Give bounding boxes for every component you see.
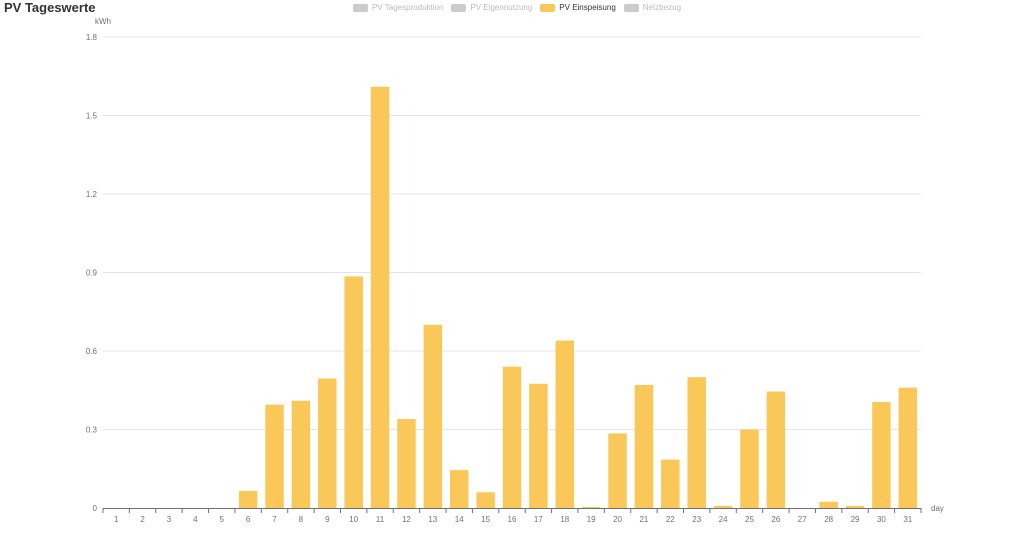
bar-day-6 bbox=[238, 490, 258, 508]
bar-day-11 bbox=[370, 86, 390, 508]
bar-day-9 bbox=[318, 378, 337, 508]
bar-day-28 bbox=[819, 501, 838, 508]
y-tick-label: 1.2 bbox=[86, 190, 98, 199]
x-axis-label: day bbox=[931, 504, 944, 513]
chart-title: PV Tageswerte bbox=[4, 0, 96, 15]
x-tick-label: 30 bbox=[877, 515, 886, 524]
x-tick-label: 5 bbox=[220, 515, 225, 524]
x-tick-label: 19 bbox=[587, 515, 596, 524]
bar-day-24 bbox=[713, 505, 733, 508]
x-tick-label: 27 bbox=[798, 515, 807, 524]
bar-day-7 bbox=[265, 404, 284, 508]
bar-day-13 bbox=[423, 324, 443, 508]
x-tick-label: 17 bbox=[534, 515, 543, 524]
x-tick-label: 23 bbox=[692, 515, 701, 524]
x-tick-label: 9 bbox=[325, 515, 330, 524]
x-tick-label: 20 bbox=[613, 515, 622, 524]
bar-day-12 bbox=[397, 419, 416, 508]
legend-swatch bbox=[353, 3, 368, 12]
x-tick-label: 14 bbox=[455, 515, 464, 524]
y-tick-label: 0.6 bbox=[86, 347, 98, 356]
legend-label: Netzbezug bbox=[642, 3, 682, 12]
x-tick-label: 18 bbox=[560, 515, 569, 524]
x-tick-label: 28 bbox=[824, 515, 833, 524]
y-tick-label: 0 bbox=[93, 504, 98, 513]
x-tick-label: 29 bbox=[851, 515, 860, 524]
y-tick-label: 0.3 bbox=[86, 426, 98, 435]
bar-day-31 bbox=[898, 387, 918, 508]
x-tick-label: 16 bbox=[508, 515, 517, 524]
x-tick-label: 6 bbox=[246, 515, 251, 524]
bar-day-17 bbox=[529, 383, 548, 508]
legend-label: PV Eigennutzung bbox=[470, 3, 533, 12]
x-tick-label: 13 bbox=[428, 515, 437, 524]
legend-label: PV Tagesproduktion bbox=[372, 3, 444, 12]
legend-swatch bbox=[540, 3, 556, 12]
bar-day-10 bbox=[344, 276, 363, 508]
y-tick-label: 0.9 bbox=[86, 269, 98, 278]
bar-day-23 bbox=[687, 377, 706, 508]
x-tick-label: 7 bbox=[272, 515, 277, 524]
x-tick-label: 24 bbox=[719, 515, 728, 524]
x-tick-label: 15 bbox=[481, 515, 490, 524]
legend-item-3[interactable]: Netzbezug bbox=[623, 3, 682, 12]
bar-day-18 bbox=[555, 340, 575, 508]
x-tick-label: 8 bbox=[299, 515, 304, 524]
y-tick-label: 1.5 bbox=[86, 112, 98, 121]
legend-item-1[interactable]: PV Eigennutzung bbox=[451, 3, 532, 12]
x-tick-label: 22 bbox=[666, 515, 675, 524]
x-tick-label: 21 bbox=[639, 515, 648, 524]
bar-day-21 bbox=[634, 385, 654, 508]
legend-swatch bbox=[623, 3, 639, 12]
x-tick-label: 31 bbox=[903, 515, 912, 524]
y-axis-label: kWh bbox=[95, 17, 111, 26]
x-tick-label: 4 bbox=[193, 515, 198, 524]
bar-day-30 bbox=[872, 402, 891, 508]
x-tick-label: 11 bbox=[376, 515, 385, 524]
x-tick-label: 3 bbox=[167, 515, 172, 524]
legend-item-2[interactable]: PV Einspeisung bbox=[540, 3, 616, 12]
bar-day-14 bbox=[449, 470, 469, 508]
bar-day-26 bbox=[766, 391, 786, 508]
x-tick-label: 25 bbox=[745, 515, 754, 524]
x-tick-label: 10 bbox=[349, 515, 358, 524]
y-tick-label: 1.8 bbox=[86, 33, 98, 42]
bar-day-29 bbox=[845, 505, 865, 508]
x-tick-label: 26 bbox=[771, 515, 780, 524]
bar-day-25 bbox=[740, 429, 759, 508]
bar-day-20 bbox=[608, 433, 627, 508]
x-tick-label: 2 bbox=[140, 515, 145, 524]
legend-item-0[interactable]: PV Tagesproduktion bbox=[353, 3, 443, 12]
bar-day-22 bbox=[661, 459, 680, 508]
bar-day-19 bbox=[581, 507, 601, 508]
x-tick-label: 12 bbox=[402, 515, 411, 524]
legend-label: PV Einspeisung bbox=[559, 3, 616, 12]
x-tick-label: 1 bbox=[114, 515, 119, 524]
bar-day-8 bbox=[291, 400, 311, 508]
bar-day-16 bbox=[502, 366, 522, 508]
bar-day-15 bbox=[476, 492, 495, 508]
legend-swatch bbox=[451, 3, 467, 12]
legend: PV Tagesproduktion PV Eigennutzung PV Eins… bbox=[353, 3, 681, 12]
